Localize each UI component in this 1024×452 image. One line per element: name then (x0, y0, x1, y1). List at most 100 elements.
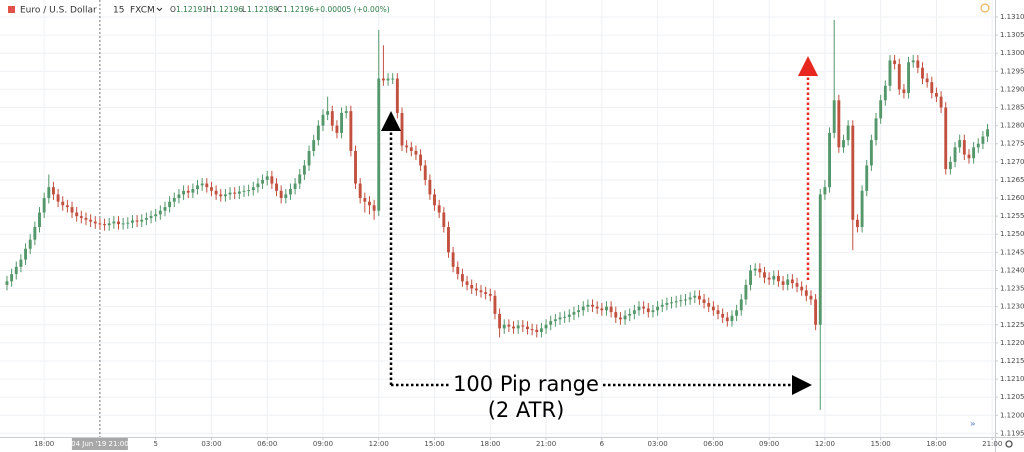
candle-body (126, 222, 130, 224)
candle-body (628, 313, 632, 316)
crosshair-label-bg (71, 438, 128, 450)
candle-body (107, 223, 111, 226)
x-tick-label: 18:00 (926, 440, 946, 448)
candle-body (75, 212, 79, 217)
y-tick-label: 1.12200 (1000, 339, 1024, 347)
candle-body (391, 78, 395, 80)
annotation-text: 100 Pip range (453, 372, 599, 396)
candle-body (925, 78, 929, 83)
y-tick-label: 1.12050 (1000, 393, 1024, 401)
candle-body (512, 326, 515, 329)
candle-body (307, 150, 311, 166)
candle-body (484, 292, 488, 294)
candle-body (117, 221, 120, 225)
candle-body (814, 299, 818, 325)
candle-body (591, 304, 594, 307)
candle-body (200, 183, 204, 186)
candle-body (869, 140, 873, 166)
candle-body (716, 310, 720, 314)
candle-body (456, 266, 460, 275)
candle-body (149, 216, 153, 218)
candle-body (656, 306, 660, 311)
candle-body (605, 306, 608, 311)
candle-body (632, 310, 636, 314)
candle-body (140, 219, 144, 222)
candle-body (618, 317, 622, 320)
candle-body (893, 60, 897, 65)
candle-body (372, 205, 376, 211)
candle-body (730, 315, 734, 322)
y-tick-label: 1.12500 (1000, 230, 1024, 238)
candle-body (586, 304, 590, 307)
y-tick-label: 1.12800 (1000, 122, 1024, 130)
y-tick-label: 1.12000 (1000, 411, 1024, 419)
x-tick-label: 06:00 (703, 440, 723, 448)
y-tick-label: 1.13050 (1000, 31, 1024, 39)
high-value: 1.12196 (212, 5, 243, 14)
candle-body (28, 239, 32, 249)
high-label: H (206, 5, 212, 14)
candles (5, 19, 990, 410)
candle-body (795, 283, 799, 287)
candle-body (5, 281, 9, 285)
candle-body (646, 308, 650, 313)
candle-body (414, 150, 418, 155)
candle-body (786, 279, 790, 285)
candle-body (335, 125, 339, 133)
x-tick-label: 03:00 (201, 440, 221, 448)
candle-body (354, 150, 357, 184)
alert-icon[interactable] (980, 3, 990, 13)
candle-body (33, 227, 37, 240)
candle-body (103, 224, 107, 226)
candle-body (158, 210, 162, 215)
source: FXCM (130, 6, 155, 16)
scroll-button[interactable]: » (970, 420, 976, 430)
candle-body (958, 140, 962, 148)
candle-body (479, 290, 483, 293)
candle-body (451, 252, 455, 267)
candle-body (809, 295, 813, 300)
candle-body (828, 132, 831, 188)
open-value: 1.12191 (176, 5, 207, 14)
candle-body (228, 192, 232, 195)
x-tick-label: 09:00 (313, 440, 333, 448)
x-tick-label: 21:00 (536, 440, 556, 448)
candle-body (976, 143, 980, 148)
candle-body (553, 319, 557, 322)
candle-body (177, 194, 181, 199)
candle-body (558, 317, 562, 320)
candle-body (818, 194, 822, 325)
candle-body (326, 111, 330, 115)
caret[interactable] (156, 7, 163, 12)
candle-body (131, 220, 134, 223)
annotation: 100 Pip range (2 ATR) (381, 56, 818, 422)
candle-body (65, 205, 69, 208)
candle-body (860, 190, 864, 228)
candle-body (214, 190, 218, 195)
candle-body (293, 183, 297, 189)
y-tick-label: 1.12950 (1000, 67, 1024, 75)
candle-body (502, 324, 506, 329)
candle-body (386, 78, 390, 81)
candle-body (24, 248, 28, 260)
candle-body (284, 194, 288, 199)
candle-body (196, 185, 199, 189)
candle-body (493, 295, 497, 314)
x-tick-label: 03:00 (648, 440, 668, 448)
settings-icon[interactable] (1005, 440, 1013, 448)
candle-body (428, 179, 432, 195)
symbol: Euro / U.S. Dollar (20, 6, 97, 16)
candle-body (210, 187, 213, 191)
y-tick-label: 1.13100 (1000, 13, 1024, 21)
candle-body (363, 198, 367, 202)
candle-body (261, 179, 265, 184)
candle-body (507, 324, 511, 327)
y-tick-label: 1.12150 (1000, 357, 1024, 365)
candle-body (763, 272, 766, 278)
x-tick-label: 12:00 (815, 440, 835, 448)
candle-body (219, 194, 223, 197)
candle-body (902, 89, 906, 94)
x-tick-label: 5 (153, 440, 157, 448)
interval[interactable]: 15 (113, 6, 124, 16)
